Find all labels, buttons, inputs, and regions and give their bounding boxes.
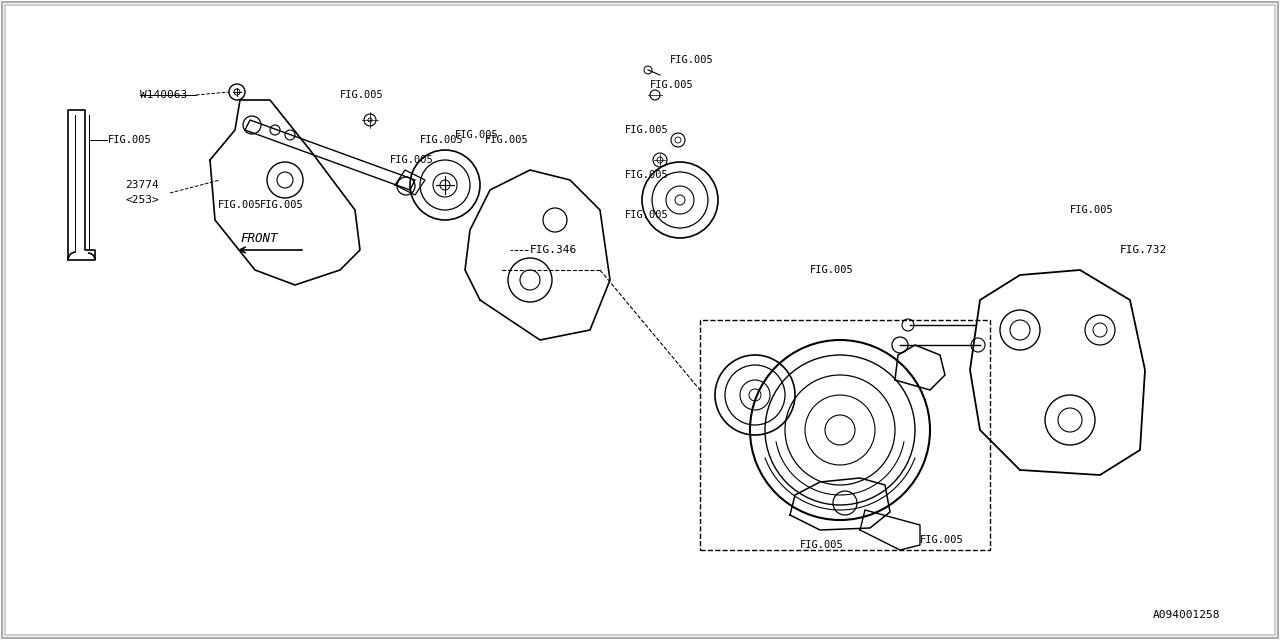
- Text: A094001258: A094001258: [1152, 610, 1220, 620]
- Text: FIG.005: FIG.005: [340, 90, 384, 100]
- Text: FIG.005: FIG.005: [625, 210, 668, 220]
- Text: FIG.005: FIG.005: [485, 135, 529, 145]
- Text: FIG.005: FIG.005: [260, 200, 303, 210]
- Text: FIG.005: FIG.005: [650, 80, 694, 90]
- Text: FIG.005: FIG.005: [810, 265, 854, 275]
- Text: FIG.005: FIG.005: [390, 155, 434, 165]
- Text: 23774: 23774: [125, 180, 159, 190]
- FancyBboxPatch shape: [5, 5, 1275, 635]
- Text: FIG.005: FIG.005: [625, 170, 668, 180]
- Text: FIG.005: FIG.005: [218, 200, 261, 210]
- Text: FIG.005: FIG.005: [454, 130, 499, 140]
- Text: FRONT: FRONT: [241, 232, 278, 245]
- Text: FIG.005: FIG.005: [625, 125, 668, 135]
- Text: FIG.346: FIG.346: [530, 245, 577, 255]
- Text: FIG.005: FIG.005: [420, 135, 463, 145]
- Text: FIG.005: FIG.005: [669, 55, 714, 65]
- Text: FIG.732: FIG.732: [1120, 245, 1167, 255]
- Text: W140063: W140063: [140, 90, 187, 100]
- Text: FIG.005: FIG.005: [108, 135, 152, 145]
- Text: <253>: <253>: [125, 195, 159, 205]
- Text: FIG.005: FIG.005: [1070, 205, 1114, 215]
- Text: FIG.005: FIG.005: [800, 540, 844, 550]
- Text: FIG.005: FIG.005: [920, 535, 964, 545]
